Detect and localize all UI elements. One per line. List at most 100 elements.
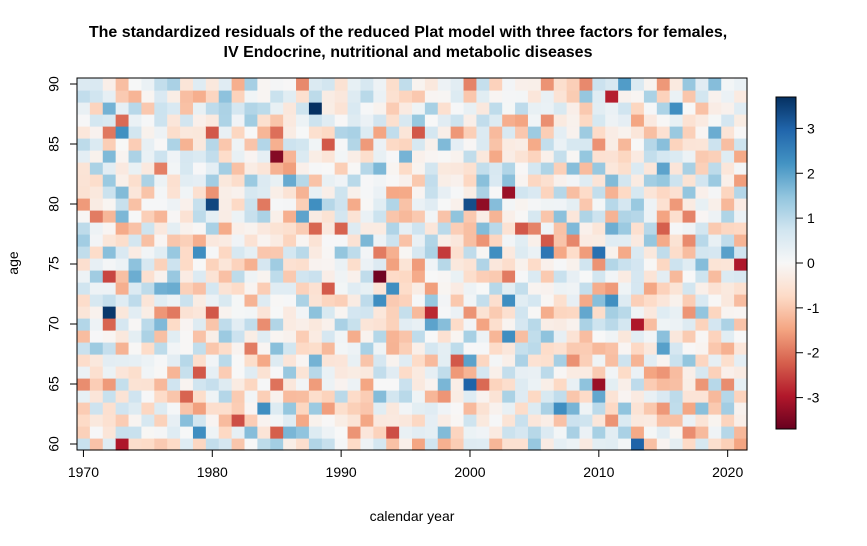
heatmap-cell: [308, 138, 323, 151]
heatmap-cell: [643, 318, 658, 331]
heatmap-cell: [128, 354, 143, 367]
heatmap-cell: [437, 138, 452, 151]
colorbar-gradient: [775, 96, 797, 430]
heatmap-cell: [373, 246, 387, 259]
heatmap-cell: [102, 174, 117, 187]
heatmap-cell: [682, 138, 697, 151]
heatmap-cell: [89, 246, 104, 259]
heatmap-cell: [128, 150, 143, 163]
heatmap-cell: [618, 354, 632, 367]
heatmap-cell: [334, 330, 349, 343]
heatmap-cell: [721, 318, 735, 331]
heatmap-cell: [115, 162, 130, 175]
heatmap-cell: [553, 270, 568, 283]
heatmap-cell: [373, 438, 387, 451]
heatmap-cell: [283, 102, 297, 115]
heatmap-cell: [515, 174, 529, 187]
heatmap-cell: [77, 270, 91, 283]
heatmap-cell: [231, 90, 246, 103]
heatmap-cell: [463, 354, 478, 367]
heatmap-cell: [553, 102, 568, 115]
heatmap-cell: [231, 342, 246, 355]
heatmap-cell: [437, 102, 452, 115]
heatmap-cell: [476, 270, 490, 283]
heatmap-cell: [515, 114, 529, 127]
heatmap-cell: [579, 258, 593, 271]
heatmap-cell: [502, 354, 516, 367]
heatmap-cell: [167, 246, 181, 259]
heatmap-cell: [515, 306, 529, 319]
heatmap-cell: [540, 90, 555, 103]
heatmap-cell: [656, 354, 671, 367]
heatmap-cell: [386, 234, 400, 247]
heatmap-cell: [489, 366, 503, 379]
heatmap-cell: [540, 366, 555, 379]
heatmap-cell: [77, 102, 91, 115]
heatmap-cell: [270, 390, 284, 403]
heatmap-cell: [618, 198, 632, 211]
heatmap-cell: [682, 402, 697, 415]
heatmap-cell: [424, 186, 439, 199]
heatmap-cell: [695, 258, 709, 271]
heatmap-cell: [656, 174, 671, 187]
heatmap-cell: [708, 318, 722, 331]
heatmap-cell: [231, 114, 246, 127]
heatmap-cell: [115, 318, 130, 331]
heatmap-cell: [437, 246, 452, 259]
heatmap-cell: [231, 210, 246, 223]
heatmap-cell: [283, 306, 297, 319]
heatmap-cell: [231, 282, 246, 295]
heatmap-cell: [412, 258, 426, 271]
heatmap-cell: [334, 246, 349, 259]
heatmap-cell: [231, 198, 246, 211]
heatmap-cell: [476, 90, 490, 103]
heatmap-cell: [682, 162, 697, 175]
heatmap-cell: [643, 78, 658, 91]
heatmap-cell: [89, 174, 104, 187]
heatmap-cell: [437, 150, 452, 163]
heatmap-cell: [296, 438, 310, 451]
heatmap-cell: [205, 126, 220, 139]
heatmap-cell: [553, 366, 568, 379]
heatmap-cell: [115, 306, 130, 319]
heatmap-cell: [540, 294, 555, 307]
heatmap-cell: [631, 222, 645, 235]
heatmap-cell: [89, 210, 104, 223]
heatmap-cell: [218, 102, 233, 115]
heatmap-cell: [360, 318, 374, 331]
heatmap-cell: [218, 126, 233, 139]
heatmap-cell: [631, 150, 645, 163]
heatmap-cell: [283, 162, 297, 175]
heatmap-cell: [244, 210, 258, 223]
heatmap-cell: [708, 402, 722, 415]
heatmap-cell: [244, 198, 258, 211]
heatmap-cell: [270, 306, 284, 319]
heatmap-cell: [141, 138, 155, 151]
heatmap-cell: [553, 162, 568, 175]
heatmap-cell: [360, 426, 374, 439]
heatmap-cell: [218, 222, 233, 235]
heatmap-cell: [89, 306, 104, 319]
heatmap-cell: [102, 258, 117, 271]
heatmap-cell: [231, 138, 246, 151]
heatmap-cell: [154, 90, 168, 103]
heatmap-cell: [141, 210, 155, 223]
heatmap-cell: [450, 318, 465, 331]
heatmap-cell: [476, 138, 490, 151]
heatmap-cell: [476, 378, 490, 391]
heatmap-cell: [618, 90, 632, 103]
heatmap-cell: [437, 282, 452, 295]
heatmap-cell: [334, 78, 349, 91]
heatmap-cell: [167, 354, 181, 367]
heatmap-cell: [579, 330, 593, 343]
heatmap-cell: [695, 318, 709, 331]
heatmap-cell: [270, 378, 284, 391]
heatmap-cell: [463, 258, 478, 271]
heatmap-cell: [631, 294, 645, 307]
heatmap-cell: [283, 366, 297, 379]
heatmap-cell: [89, 258, 104, 271]
heatmap-cell: [553, 234, 568, 247]
heatmap-cell: [192, 198, 207, 211]
heatmap-cell: [244, 426, 258, 439]
